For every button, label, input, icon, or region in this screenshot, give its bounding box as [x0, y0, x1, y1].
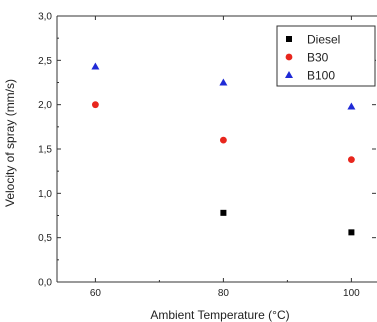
x-tick-label: 60 [90, 288, 102, 299]
diesel-point [348, 229, 355, 236]
y-axis-title: Velocity of spray (mm/s) [3, 79, 17, 207]
b100-point [219, 78, 228, 86]
legend-diesel-marker [286, 36, 292, 42]
legend-b100-label: B100 [307, 69, 335, 83]
legend-diesel-label: Diesel [307, 33, 340, 47]
y-axis: 0,0 0,5 1,0 1,5 2,0 2,5 3,0 [38, 12, 376, 289]
b30-point [92, 101, 99, 109]
diesel-point [220, 209, 227, 216]
b100-point [91, 62, 100, 70]
legend-box [276, 25, 376, 87]
x-axis-title: Ambient Temperature (°C) [150, 308, 289, 322]
legend-b30-label: B30 [307, 51, 329, 65]
b30-point [220, 136, 227, 144]
y-tick-label: 1,0 [38, 189, 52, 200]
legend-b30-marker [285, 53, 293, 61]
data-points [91, 62, 356, 236]
b30-point [348, 156, 355, 164]
x-tick-label: 100 [343, 288, 360, 299]
y-tick-label: 0,0 [38, 278, 52, 289]
y-tick-label: 1,5 [38, 145, 52, 156]
legend-b100-marker [285, 71, 293, 78]
y-tick-label: 0,5 [38, 233, 52, 244]
y-tick-label: 3,0 [38, 12, 52, 23]
y-tick-label: 2,5 [38, 56, 52, 67]
y-tick-label: 2,0 [38, 100, 52, 111]
x-axis: 60 80 100 [90, 16, 360, 299]
legend: Diesel B30 B100 [276, 25, 376, 87]
x-tick-label: 80 [218, 288, 230, 299]
b100-point [347, 102, 356, 110]
